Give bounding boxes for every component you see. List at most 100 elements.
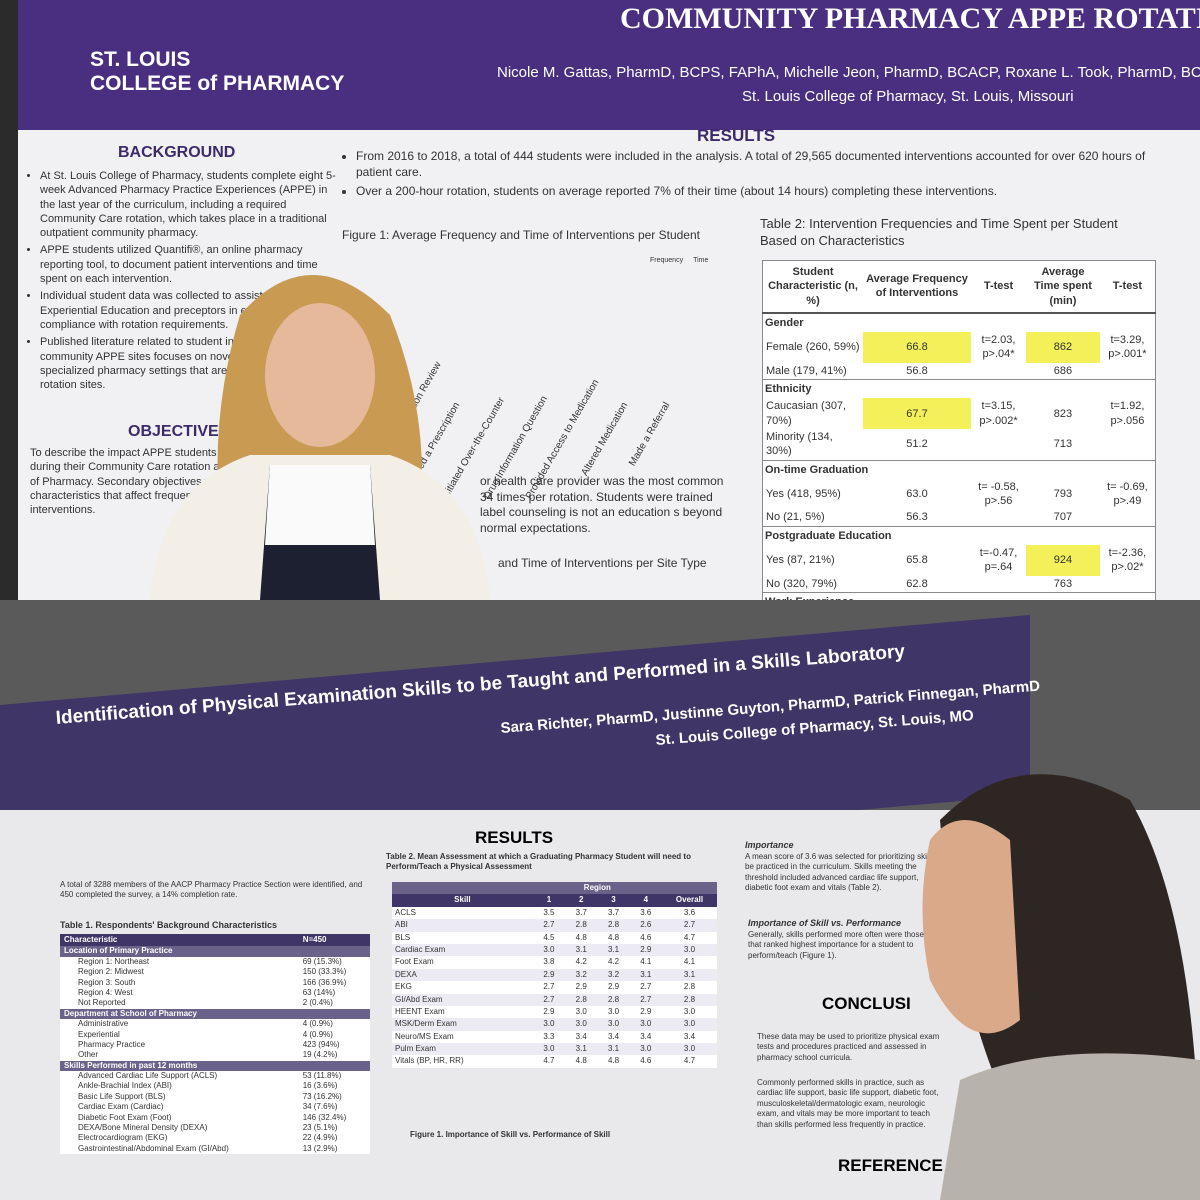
table-cell: 56.8: [906, 364, 928, 377]
table-row: DEXA 2.9 3.2 3.2 3.1 3.1: [392, 968, 717, 982]
table-cell: 67.7: [863, 398, 971, 429]
table-row: Electrocardiogram (EKG) 22 (4.9%): [60, 1133, 370, 1143]
table-header-row: Characteristic N=450: [60, 934, 370, 947]
table-cell: t=3.15, p>.002*: [979, 400, 1018, 427]
table-row: GI/Abd Exam 2.7 2.8 2.8 2.7 2.8: [392, 993, 717, 1006]
table-cell: t=-2.36, p>.02*: [1108, 547, 1147, 574]
table-cell: Region 1: Northeast: [78, 956, 150, 966]
table-cell: Experiential: [78, 1029, 120, 1039]
table-cell: 3.0: [683, 1044, 696, 1054]
table-cell: MSK/Derm Exam: [395, 1019, 457, 1029]
table-cell: 3.0: [683, 1019, 696, 1029]
table-cell: t= -0.69, p>.49: [1107, 480, 1148, 508]
section-name: Gender: [765, 316, 804, 329]
table-cell: 2.8: [575, 994, 587, 1004]
table-cell: Pulm Exam: [395, 1044, 436, 1054]
table-cell: 3.7: [607, 907, 620, 917]
table-cell: 4.8: [607, 932, 620, 942]
section-heading: RESULTS: [475, 828, 554, 847]
table-row: BLS 4.5 4.8 4.8 4.6 4.7: [392, 932, 717, 944]
table-cell: 3.0: [543, 1019, 555, 1029]
table-cell: 63.0: [906, 488, 928, 500]
affiliation: St. Louis College of Pharmacy, St. Louis…: [742, 88, 1074, 105]
table-cell: 3.2: [607, 969, 620, 979]
table-cell: 3.4: [683, 1031, 696, 1041]
table-cell: t=2.03, p>.04*: [981, 334, 1016, 361]
table-row: MSK/Derm Exam 3.0 3.0 3.0 3.0 3.0: [392, 1018, 717, 1031]
background-table: Characteristic N=450 Location of Primary P…: [60, 934, 370, 1155]
table-cell: 2.8: [683, 994, 696, 1004]
table-cell: Cardiac Exam: [395, 944, 446, 954]
table-cell: 4 (0.9%): [302, 1029, 333, 1039]
logo-text: ST. LOUIS: [90, 48, 191, 71]
group-header-row: Region: [392, 882, 717, 895]
table-header-cell: 2: [578, 895, 584, 905]
blank-cell: [662, 882, 717, 894]
table-cell: 3.1: [575, 1044, 587, 1054]
table-row: Cardiac Exam (Cardiac) 34 (7.6%): [60, 1102, 370, 1112]
figure-title: and Time of Interventions per Site Type: [498, 556, 707, 570]
table-caption: Table 2. Mean Assessment at which a Grad…: [386, 852, 691, 872]
table-cell: 2.9: [607, 982, 620, 992]
figure-title: Figure 1: Average Frequency and Time of …: [342, 228, 700, 242]
table-cell: Basic Life Support (BLS): [78, 1091, 166, 1101]
figure-title: Figure 1. Importance of Skill vs. Perfor…: [410, 1130, 611, 1139]
table-cell: DEXA/Bone Mineral Density (DEXA): [78, 1123, 208, 1133]
authors: Nicole M. Gattas, PharmD, BCPS, FAPhA, M…: [497, 64, 1200, 81]
table-cell: 707: [1053, 511, 1073, 524]
table-header-cell: Overall: [675, 895, 704, 905]
person-2: [922, 774, 1200, 1200]
logo-text: COLLEGE of PHARMACY: [90, 72, 345, 95]
table-cell: Region 2: Midwest: [78, 967, 144, 977]
table-cell: Neuro/MS Exam: [395, 1031, 454, 1041]
table-cell: 686: [1053, 364, 1073, 377]
table-cell: 2 (0.4%): [302, 998, 333, 1008]
table-row: Cardiac Exam 3.0 3.1 3.1 2.9 3.0: [392, 943, 717, 957]
section-heading: REFERENCE: [838, 1156, 943, 1175]
table-cell: 3.0: [543, 944, 555, 954]
table-cell: 3.7: [575, 907, 587, 917]
table-cell: 3.2: [575, 969, 587, 979]
person-1: [150, 275, 490, 600]
table-cell: 65.8: [906, 554, 928, 567]
face: [922, 820, 1020, 1034]
table-cell: 3.0: [607, 1019, 620, 1029]
table-cell: No (21, 5%): [766, 511, 825, 524]
table-cell: 3.4: [607, 1031, 620, 1041]
table-cell: Gastrointestinal/Abdominal Exam (GI/Abd): [78, 1143, 229, 1153]
results-item: From 2016 to 2018, a total of 444 studen…: [356, 149, 1176, 180]
table-cell: 3.0: [575, 1019, 587, 1029]
table-cell: 2.9: [640, 944, 652, 954]
table-cell: [299, 946, 370, 956]
table-cell: [971, 576, 1026, 593]
table-cell: [1100, 363, 1156, 380]
table-cell: No (320, 79%): [766, 577, 837, 590]
table-cell: Other: [78, 1050, 99, 1060]
table-cell: [299, 1061, 370, 1071]
table-row: Yes (418, 95%) 63.0 t= -0.58, p>.56 793 t= -…: [763, 479, 1156, 510]
table-cell: 2.7: [543, 994, 555, 1004]
table-cell: Location of Primary Practice: [64, 946, 173, 956]
table-cell: 2.7: [640, 982, 652, 992]
table-cell: 2.9: [543, 969, 555, 979]
table-row: DEXA/Bone Mineral Density (DEXA) 23 (5.1%…: [60, 1123, 370, 1133]
section-name: Postgraduate Education: [765, 529, 892, 542]
table-cell: Electrocardiogram (EKG): [78, 1133, 168, 1143]
table-cell: 3.5: [543, 907, 555, 917]
section-heading: OBJECTIVES: [128, 423, 230, 440]
table-cell: 862: [1026, 332, 1100, 363]
table-row: No (21, 5%) 56.3 707: [763, 509, 1156, 526]
bottom-photo: Identification of Physical Examination S…: [0, 600, 1200, 1200]
table-cell: 423 (94%): [302, 1039, 340, 1049]
table-cell: 2.7: [543, 920, 555, 930]
background-item: Individual student data was collected to…: [40, 289, 340, 332]
body-text: These data may be used to prioritize phy…: [757, 1032, 940, 1062]
table-row: Experiential 4 (0.9%): [60, 1030, 370, 1040]
table-cell: 4 (0.9%): [302, 1019, 333, 1029]
table-cell: 2.6: [640, 920, 652, 930]
table-cell: 22 (4.9%): [302, 1133, 338, 1143]
table-cell: 4.7: [543, 1056, 555, 1066]
poster-title: COMMUNITY PHARMACY APPE ROTATION: [620, 2, 1200, 35]
table-cell: 2.8: [607, 994, 620, 1004]
table-cell: HEENT Exam: [395, 1006, 445, 1016]
